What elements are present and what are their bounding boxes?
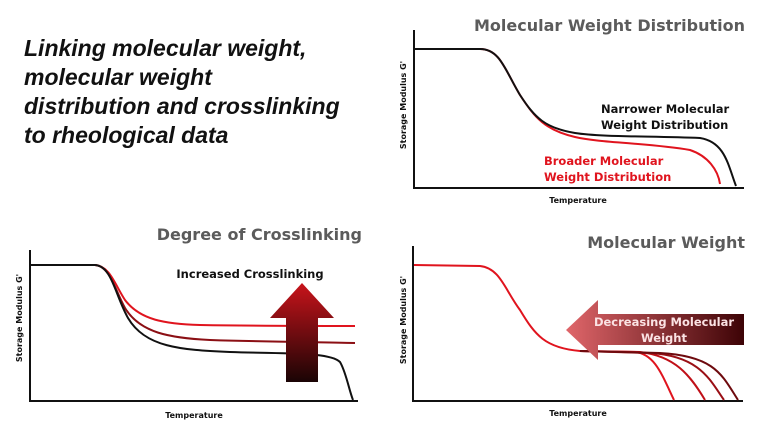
headline-line: to rheological data (24, 122, 229, 148)
panel-mw: Molecular Weight Storage Modulus G' Temp… (399, 233, 745, 418)
decrease-arrow-icon (566, 300, 744, 360)
y-axis-label: Storage Modulus G' (15, 274, 24, 362)
y-axis-label: Storage Modulus G' (399, 61, 408, 149)
headline-line: molecular weight (24, 64, 212, 90)
mw-curve-low (579, 350, 706, 401)
panel-title: Molecular Weight (587, 233, 745, 252)
mw-curve-lowest (413, 264, 675, 401)
no-crosslink-curve (31, 264, 354, 401)
arrow-label: Weight (641, 331, 687, 345)
headline-line: Linking molecular weight, (24, 35, 307, 61)
narrow-mwd-curve (415, 48, 737, 187)
narrow-label: Narrower Molecular (601, 102, 730, 116)
broad-label: Weight Distribution (544, 170, 671, 184)
increase-arrow-icon (270, 283, 334, 382)
arrow-label: Decreasing Molecular (594, 315, 734, 329)
headline-line: distribution and crosslinking (24, 93, 340, 119)
slide-headline: Linking molecular weight, molecular weig… (24, 34, 340, 150)
panel-crosslinking: Degree of Crosslinking Storage Modulus G… (15, 225, 362, 420)
mw-curve-highest (579, 350, 739, 401)
x-axis-label: Temperature (549, 196, 607, 205)
x-axis-label: Temperature (549, 409, 607, 418)
panel-title: Molecular Weight Distribution (474, 16, 745, 35)
y-axis-label: Storage Modulus G' (399, 276, 408, 364)
arrow-label: Increased Crosslinking (176, 267, 323, 281)
panel-title: Degree of Crosslinking (157, 225, 362, 244)
mw-curve-high (579, 350, 725, 401)
narrow-label: Weight Distribution (601, 118, 728, 132)
panel-mwd: Molecular Weight Distribution Storage Mo… (399, 16, 745, 205)
x-axis-label: Temperature (165, 411, 223, 420)
broad-label: Broader Molecular (544, 154, 664, 168)
